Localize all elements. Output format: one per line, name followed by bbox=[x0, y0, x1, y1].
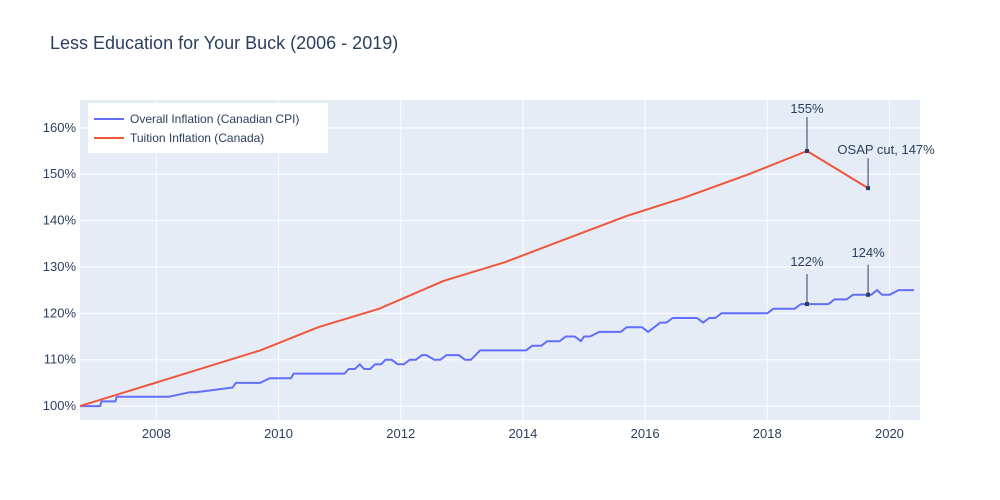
chart-title: Less Education for Your Buck (2006 - 201… bbox=[50, 33, 399, 53]
x-tick-label: 2012 bbox=[386, 426, 415, 441]
series-line-cpi bbox=[80, 289, 914, 408]
legend-box bbox=[88, 103, 328, 153]
annotation-marker bbox=[804, 149, 809, 154]
gridlines bbox=[80, 100, 920, 420]
y-tick-label: 130% bbox=[43, 259, 77, 274]
y-tick-label: 160% bbox=[43, 120, 77, 135]
annotation-label: 124% bbox=[851, 245, 885, 260]
y-tick-label: 150% bbox=[43, 166, 77, 181]
x-tick-label: 2016 bbox=[631, 426, 660, 441]
x-tick-label: 2018 bbox=[753, 426, 782, 441]
x-tick-label: 2008 bbox=[142, 426, 171, 441]
x-tick-label: 2010 bbox=[264, 426, 293, 441]
annotation-marker bbox=[804, 302, 809, 307]
series-line-tuition bbox=[79, 150, 869, 408]
y-axis: 100% 110% 120% 130% 140% 150% 160% bbox=[43, 120, 77, 413]
annotations: 155% OSAP cut, 147% 122% 124% bbox=[790, 101, 935, 307]
annotation-marker bbox=[866, 292, 871, 297]
legend-label-cpi: Overall Inflation (Canadian CPI) bbox=[130, 112, 299, 126]
y-tick-label: 100% bbox=[43, 398, 77, 413]
x-tick-label: 2020 bbox=[875, 426, 904, 441]
x-axis: 2008 2010 2012 2014 2016 2018 2020 bbox=[142, 426, 904, 441]
annotation-label: 122% bbox=[790, 254, 824, 269]
plot-area bbox=[80, 100, 920, 420]
y-tick-label: 120% bbox=[43, 305, 77, 320]
annotation-label: OSAP cut, 147% bbox=[837, 142, 935, 157]
series-lines bbox=[79, 150, 914, 408]
x-tick-label: 2014 bbox=[508, 426, 537, 441]
annotation-marker bbox=[866, 186, 871, 191]
y-tick-label: 110% bbox=[44, 352, 77, 367]
annotation-label: 155% bbox=[790, 101, 824, 116]
y-tick-label: 140% bbox=[43, 213, 77, 228]
legend-label-tuition: Tuition Inflation (Canada) bbox=[130, 131, 264, 145]
legend[interactable]: Overall Inflation (Canadian CPI) Tuition… bbox=[88, 103, 328, 153]
